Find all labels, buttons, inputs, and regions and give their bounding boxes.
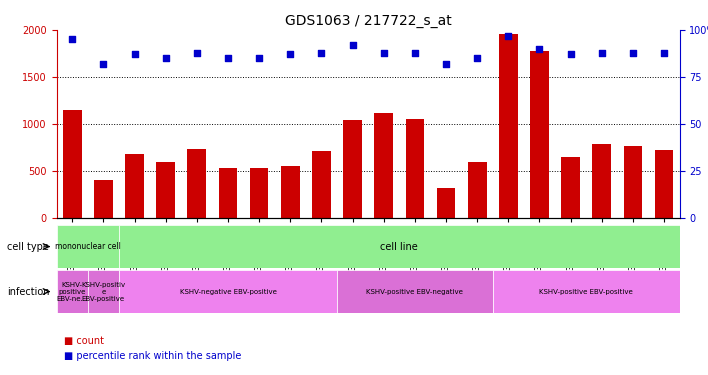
- Bar: [156, 162, 175, 218]
- Point: [534, 46, 545, 52]
- Bar: [312, 151, 331, 217]
- Bar: [94, 180, 113, 218]
- Point: [285, 51, 296, 57]
- Bar: [63, 110, 81, 218]
- Text: KSHV-negative EBV-positive: KSHV-negative EBV-positive: [180, 289, 276, 295]
- FancyBboxPatch shape: [88, 270, 119, 313]
- Point: [503, 33, 514, 39]
- Text: KSHV-positive EBV-negative: KSHV-positive EBV-negative: [367, 289, 463, 295]
- Point: [191, 50, 202, 55]
- Point: [222, 55, 234, 61]
- Text: infection: infection: [7, 286, 50, 297]
- Point: [129, 51, 140, 57]
- FancyBboxPatch shape: [57, 225, 119, 268]
- Bar: [624, 146, 642, 218]
- Bar: [655, 150, 673, 217]
- Bar: [375, 113, 393, 218]
- Text: cell type: cell type: [7, 242, 49, 252]
- Point: [253, 55, 265, 61]
- Bar: [593, 144, 611, 218]
- Text: mononuclear cell: mononuclear cell: [55, 242, 121, 251]
- Bar: [437, 188, 455, 218]
- Point: [98, 61, 109, 67]
- Text: KSHV-
positive
EBV-ne...: KSHV- positive EBV-ne...: [57, 282, 88, 302]
- Bar: [219, 168, 237, 217]
- FancyBboxPatch shape: [493, 270, 680, 313]
- Point: [596, 50, 607, 55]
- Point: [160, 55, 171, 61]
- Bar: [188, 149, 206, 217]
- Bar: [406, 119, 424, 218]
- Text: cell line: cell line: [380, 242, 418, 252]
- Point: [316, 50, 327, 55]
- FancyBboxPatch shape: [337, 270, 493, 313]
- Bar: [125, 154, 144, 218]
- Point: [472, 55, 483, 61]
- Bar: [530, 51, 549, 217]
- Bar: [561, 157, 580, 218]
- Point: [378, 50, 389, 55]
- Point: [67, 36, 78, 42]
- Bar: [468, 162, 486, 218]
- Text: KSHV-positiv
e
EBV-positive: KSHV-positiv e EBV-positive: [81, 282, 125, 302]
- Point: [440, 61, 452, 67]
- FancyBboxPatch shape: [119, 225, 680, 268]
- Bar: [343, 120, 362, 218]
- Point: [658, 50, 670, 55]
- Point: [347, 42, 358, 48]
- Point: [565, 51, 576, 57]
- Bar: [281, 166, 299, 218]
- Text: ■ percentile rank within the sample: ■ percentile rank within the sample: [64, 351, 241, 361]
- Text: KSHV-positive EBV-positive: KSHV-positive EBV-positive: [539, 289, 633, 295]
- FancyBboxPatch shape: [57, 270, 88, 313]
- Bar: [250, 168, 268, 217]
- Title: GDS1063 / 217722_s_at: GDS1063 / 217722_s_at: [285, 13, 452, 28]
- FancyBboxPatch shape: [119, 270, 337, 313]
- Point: [409, 50, 421, 55]
- Point: [627, 50, 639, 55]
- Bar: [499, 34, 518, 218]
- Text: ■ count: ■ count: [64, 336, 103, 346]
